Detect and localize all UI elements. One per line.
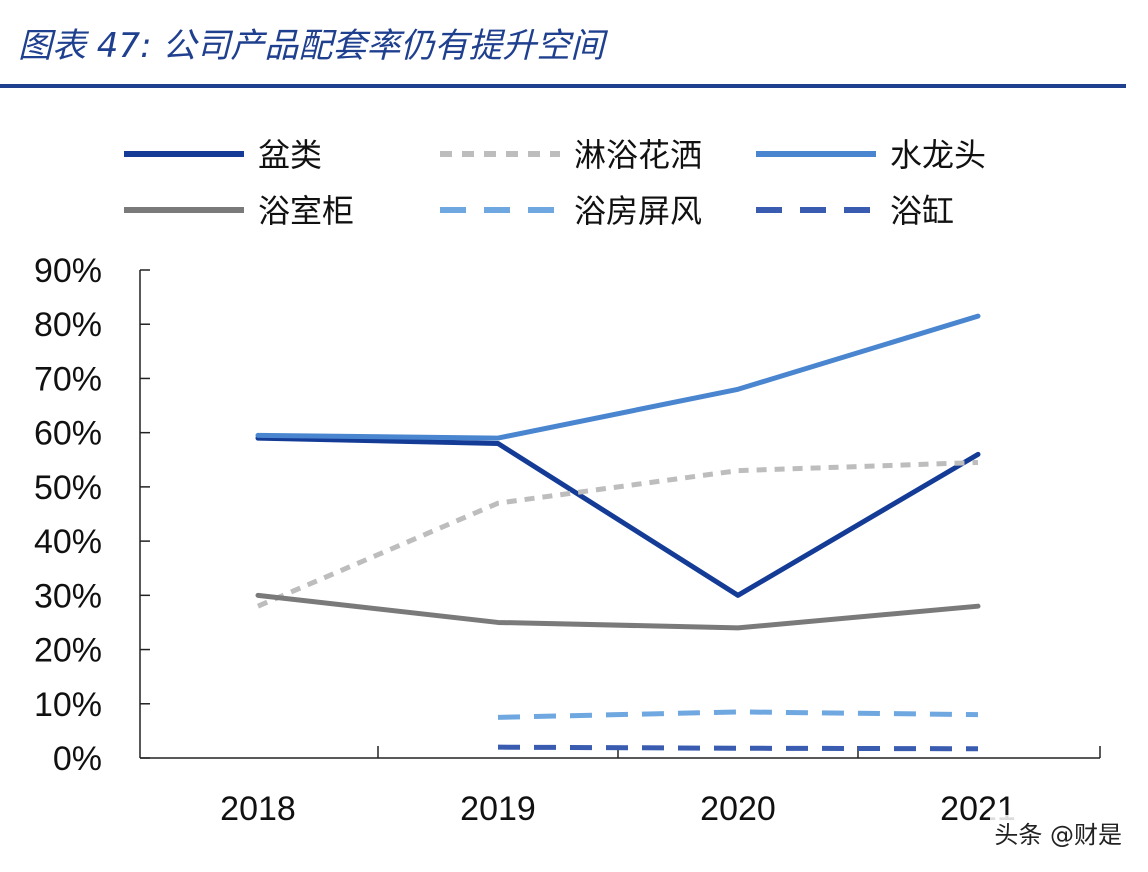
title-divider — [0, 84, 1126, 88]
y-tick-label: 90% — [34, 252, 102, 290]
watermark: 头条 @财是 — [990, 815, 1126, 850]
legend-label-5: 浴房屏风 — [574, 192, 702, 230]
x-tick-label: 2018 — [220, 790, 296, 828]
chart-title: 图表 47: 公司产品配套率仍有提升空间 — [18, 26, 605, 66]
legend-label-4: 浴室柜 — [258, 192, 354, 230]
legend-label-6: 浴缸 — [890, 192, 954, 230]
legend-label-1: 盆类 — [258, 136, 322, 174]
y-tick-label: 70% — [34, 360, 102, 398]
y-tick-label: 20% — [34, 632, 102, 670]
x-tick-label: 2019 — [460, 790, 536, 828]
series-line-2 — [257, 459, 979, 609]
x-axis: 2018 2019 2020 2021 — [140, 746, 1101, 828]
y-tick-label: 0% — [53, 740, 102, 778]
y-tick-label: 80% — [34, 306, 102, 344]
y-tick-label: 60% — [34, 415, 102, 453]
y-tick-label: 30% — [34, 577, 102, 615]
series-group — [255, 313, 981, 752]
x-tick-label: 2020 — [700, 790, 776, 828]
series-line-6 — [497, 744, 979, 752]
series-line-4 — [255, 592, 981, 631]
legend-label-2: 淋浴花洒 — [574, 136, 702, 174]
series-line-5 — [497, 709, 979, 720]
y-tick-label: 50% — [34, 469, 102, 507]
y-axis: 0% 10% 20% 30% 40% 50% 60% 70% 80% 90% — [34, 252, 150, 778]
y-tick-label: 10% — [34, 686, 102, 724]
y-tick-label: 40% — [34, 523, 102, 561]
series-line-1 — [255, 435, 981, 598]
series-line-3 — [255, 313, 981, 441]
legend-label-3: 水龙头 — [890, 136, 986, 174]
